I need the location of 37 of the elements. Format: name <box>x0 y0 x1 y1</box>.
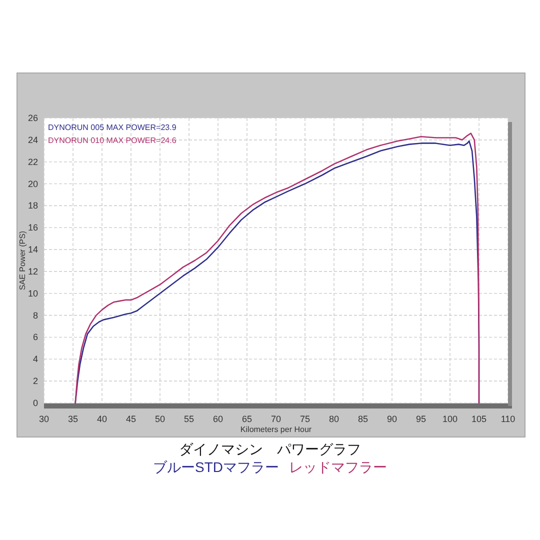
y-tick-label: 0 <box>32 398 38 408</box>
y-tick-label: 10 <box>28 288 38 298</box>
x-tick-label: 55 <box>184 414 194 424</box>
y-axis-title: SAE Power (PS) <box>18 230 27 290</box>
x-tick-label: 105 <box>471 414 487 424</box>
y-tick-label: 14 <box>28 244 38 255</box>
x-tick-label: 35 <box>68 414 78 424</box>
y-tick-label: 12 <box>28 266 38 276</box>
x-tick-label: 50 <box>154 414 166 424</box>
x-tick-label: 60 <box>212 414 224 424</box>
x-axis-title: Kilometers per Hour <box>240 425 312 434</box>
x-tick-label: 100 <box>442 414 458 424</box>
x-tick-label: 45 <box>126 414 136 424</box>
x-tick-label: 80 <box>328 414 340 424</box>
x-tick-label: 75 <box>300 414 310 424</box>
text: ダイノマシン パワーグラフ <box>179 441 361 457</box>
y-tick-label: 24 <box>28 134 38 145</box>
y-tick-label: 26 <box>28 113 38 123</box>
y-tick-label: 8 <box>32 310 38 320</box>
y-tick-label: 4 <box>32 354 38 364</box>
y-tick-label: 6 <box>32 332 38 342</box>
y-tick-label: 18 <box>28 200 38 211</box>
text: ブルーSTDマフラー <box>153 459 279 475</box>
x-tick-label: 30 <box>38 414 50 424</box>
legend: DYNORUN 005 MAX POWER=23.9 DYNORUN 010 MAX POWER=24.6 <box>48 123 176 145</box>
text: レッドマフラー <box>289 459 387 475</box>
x-tick-label: 65 <box>242 414 252 424</box>
y-tick-label: 20 <box>28 178 38 189</box>
y-tick-label: 22 <box>28 156 38 167</box>
y-tick-label: 2 <box>32 376 38 386</box>
x-tick-label: 90 <box>386 414 398 424</box>
x-tick-label: 85 <box>358 414 368 424</box>
y-tick-label: 16 <box>28 222 38 233</box>
x-tick-label: 40 <box>96 414 108 424</box>
x-tick-label: 95 <box>416 414 426 424</box>
x-tick-label: 110 <box>500 414 516 424</box>
x-tick-label: 70 <box>270 414 282 424</box>
